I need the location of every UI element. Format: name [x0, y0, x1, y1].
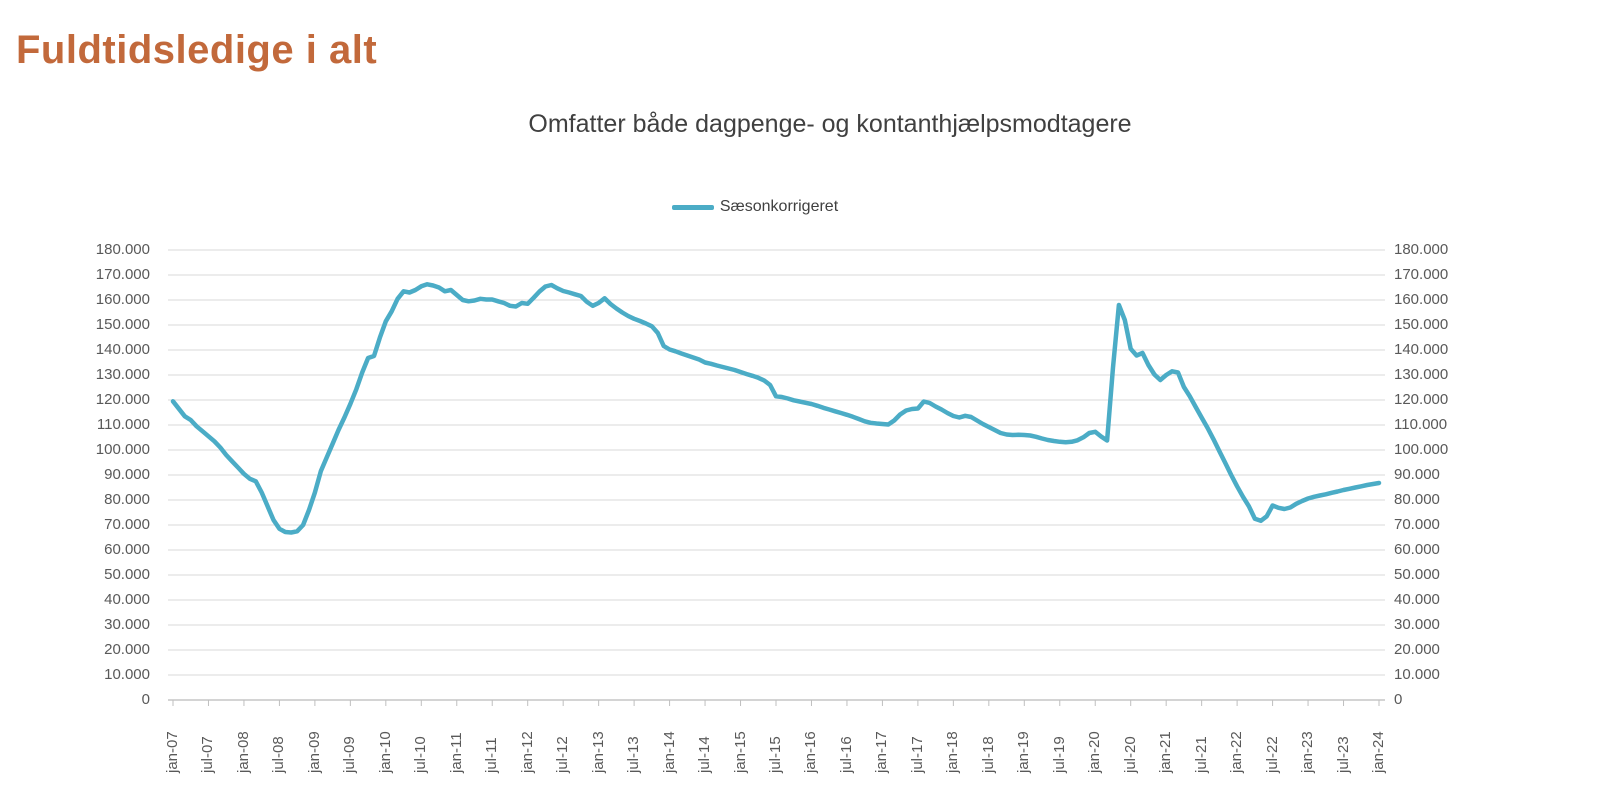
x-axis-label: jan-17: [873, 731, 891, 773]
y-axis-label-right: 20.000: [1394, 641, 1440, 658]
x-axis-label: jul-20: [1121, 736, 1139, 773]
y-axis-label-left: 60.000: [104, 541, 150, 558]
x-axis-label: jul-15: [767, 736, 784, 773]
y-axis-label-right: 130.000: [1394, 366, 1449, 383]
y-axis-label-left: 150.000: [95, 316, 150, 333]
y-axis-label-left: 160.000: [95, 291, 150, 308]
y-axis-label-left: 120.000: [95, 391, 150, 408]
y-axis-label-right: 10.000: [1394, 666, 1440, 683]
y-axis-label-right: 90.000: [1394, 466, 1440, 483]
page-title: Fuldtidsledige i alt: [16, 28, 378, 72]
x-axis-label: jan-20: [1086, 731, 1104, 773]
x-axis-label: jan-10: [376, 731, 394, 773]
y-axis-label-left: 30.000: [104, 616, 150, 633]
legend-label: Sæsonkorrigeret: [719, 198, 839, 215]
y-axis-label-left: 20.000: [104, 641, 150, 658]
y-axis-label-left: 130.000: [95, 366, 150, 383]
x-axis-label: jul-12: [554, 736, 572, 773]
y-axis-label-right: 40.000: [1394, 591, 1440, 608]
x-axis-label: jan-21: [1157, 731, 1175, 773]
x-axis-label: jul-22: [1263, 736, 1281, 773]
x-axis-label: jan-19: [1015, 731, 1033, 773]
legend-line-swatch: [671, 204, 714, 210]
y-axis-label-left: 50.000: [104, 566, 150, 583]
y-axis-label-right: 120.000: [1394, 391, 1449, 408]
x-axis-label: jan-23: [1299, 731, 1317, 773]
chart-legend: Sæsonkorrigeret: [173, 198, 1337, 216]
x-axis-label: jul-19: [1050, 736, 1068, 773]
y-axis-label-left: 140.000: [95, 341, 150, 358]
x-axis-label: jan-07: [164, 731, 181, 773]
y-axis-label-left: 70.000: [104, 516, 150, 533]
x-axis-label: jul-14: [696, 736, 714, 773]
y-axis-label-right: 70.000: [1394, 516, 1440, 533]
chart-title: Omfatter både dagpenge- og kontanthjælps…: [528, 110, 1132, 138]
y-axis-label-left: 100.000: [95, 441, 150, 458]
x-axis-label: jan-14: [660, 731, 678, 773]
x-axis-label: jul-10: [412, 736, 430, 773]
x-axis-label: jan-22: [1228, 731, 1246, 773]
x-axis-label: jan-13: [589, 731, 607, 773]
x-axis-label: jan-24: [1370, 731, 1387, 773]
x-axis-label: jul-16: [837, 736, 855, 773]
x-axis-label: jan-11: [447, 732, 465, 773]
y-axis-label-right: 100.000: [1394, 441, 1449, 458]
x-axis-label: jan-12: [518, 731, 536, 773]
y-axis-label-right: 80.000: [1394, 491, 1440, 508]
x-axis-label: jul-13: [625, 736, 643, 773]
x-axis-label: jul-23: [1334, 736, 1352, 773]
y-axis-label-right: 30.000: [1394, 616, 1440, 633]
x-axis-label: jul-07: [199, 736, 217, 773]
y-axis-label-right: 110.000: [1394, 416, 1448, 433]
y-axis-label-left: 170.000: [95, 266, 150, 283]
y-axis-label-right: 180.000: [1394, 241, 1449, 258]
y-axis-label-right: 150.000: [1394, 316, 1449, 333]
y-axis-label-right: 50.000: [1394, 566, 1440, 583]
x-axis-label: jul-11: [483, 737, 501, 773]
x-axis-label: jul-21: [1192, 736, 1210, 773]
x-axis-label: jan-08: [234, 731, 252, 773]
y-axis-label-left: 90.000: [104, 466, 150, 483]
x-axis-label: jan-09: [305, 731, 323, 773]
x-axis-label: jul-17: [908, 736, 926, 773]
y-axis-label-right: 140.000: [1394, 341, 1449, 358]
y-axis-label-left: 10.000: [104, 666, 150, 683]
y-axis-label-right: 0: [1394, 691, 1403, 708]
y-axis-label-right: 170.000: [1394, 266, 1449, 283]
y-axis-label-left: 180.000: [95, 241, 150, 258]
x-axis-label: jul-08: [270, 736, 288, 773]
y-axis-label-left: 110.000: [96, 416, 150, 433]
y-axis-label-left: 40.000: [104, 591, 150, 608]
y-axis-label-left: 0: [141, 691, 150, 708]
x-axis-label: jul-18: [979, 736, 997, 773]
y-axis-label-right: 160.000: [1394, 291, 1449, 308]
x-axis-label: jan-15: [731, 731, 749, 773]
x-axis-label: jan-16: [802, 731, 820, 773]
y-axis-label-left: 80.000: [104, 491, 150, 508]
x-axis-label: jul-09: [341, 736, 359, 773]
x-axis-label: jan-18: [944, 731, 962, 773]
series-line-saesonkorrigeret: [170, 282, 1382, 535]
y-axis-label-right: 60.000: [1394, 541, 1440, 558]
